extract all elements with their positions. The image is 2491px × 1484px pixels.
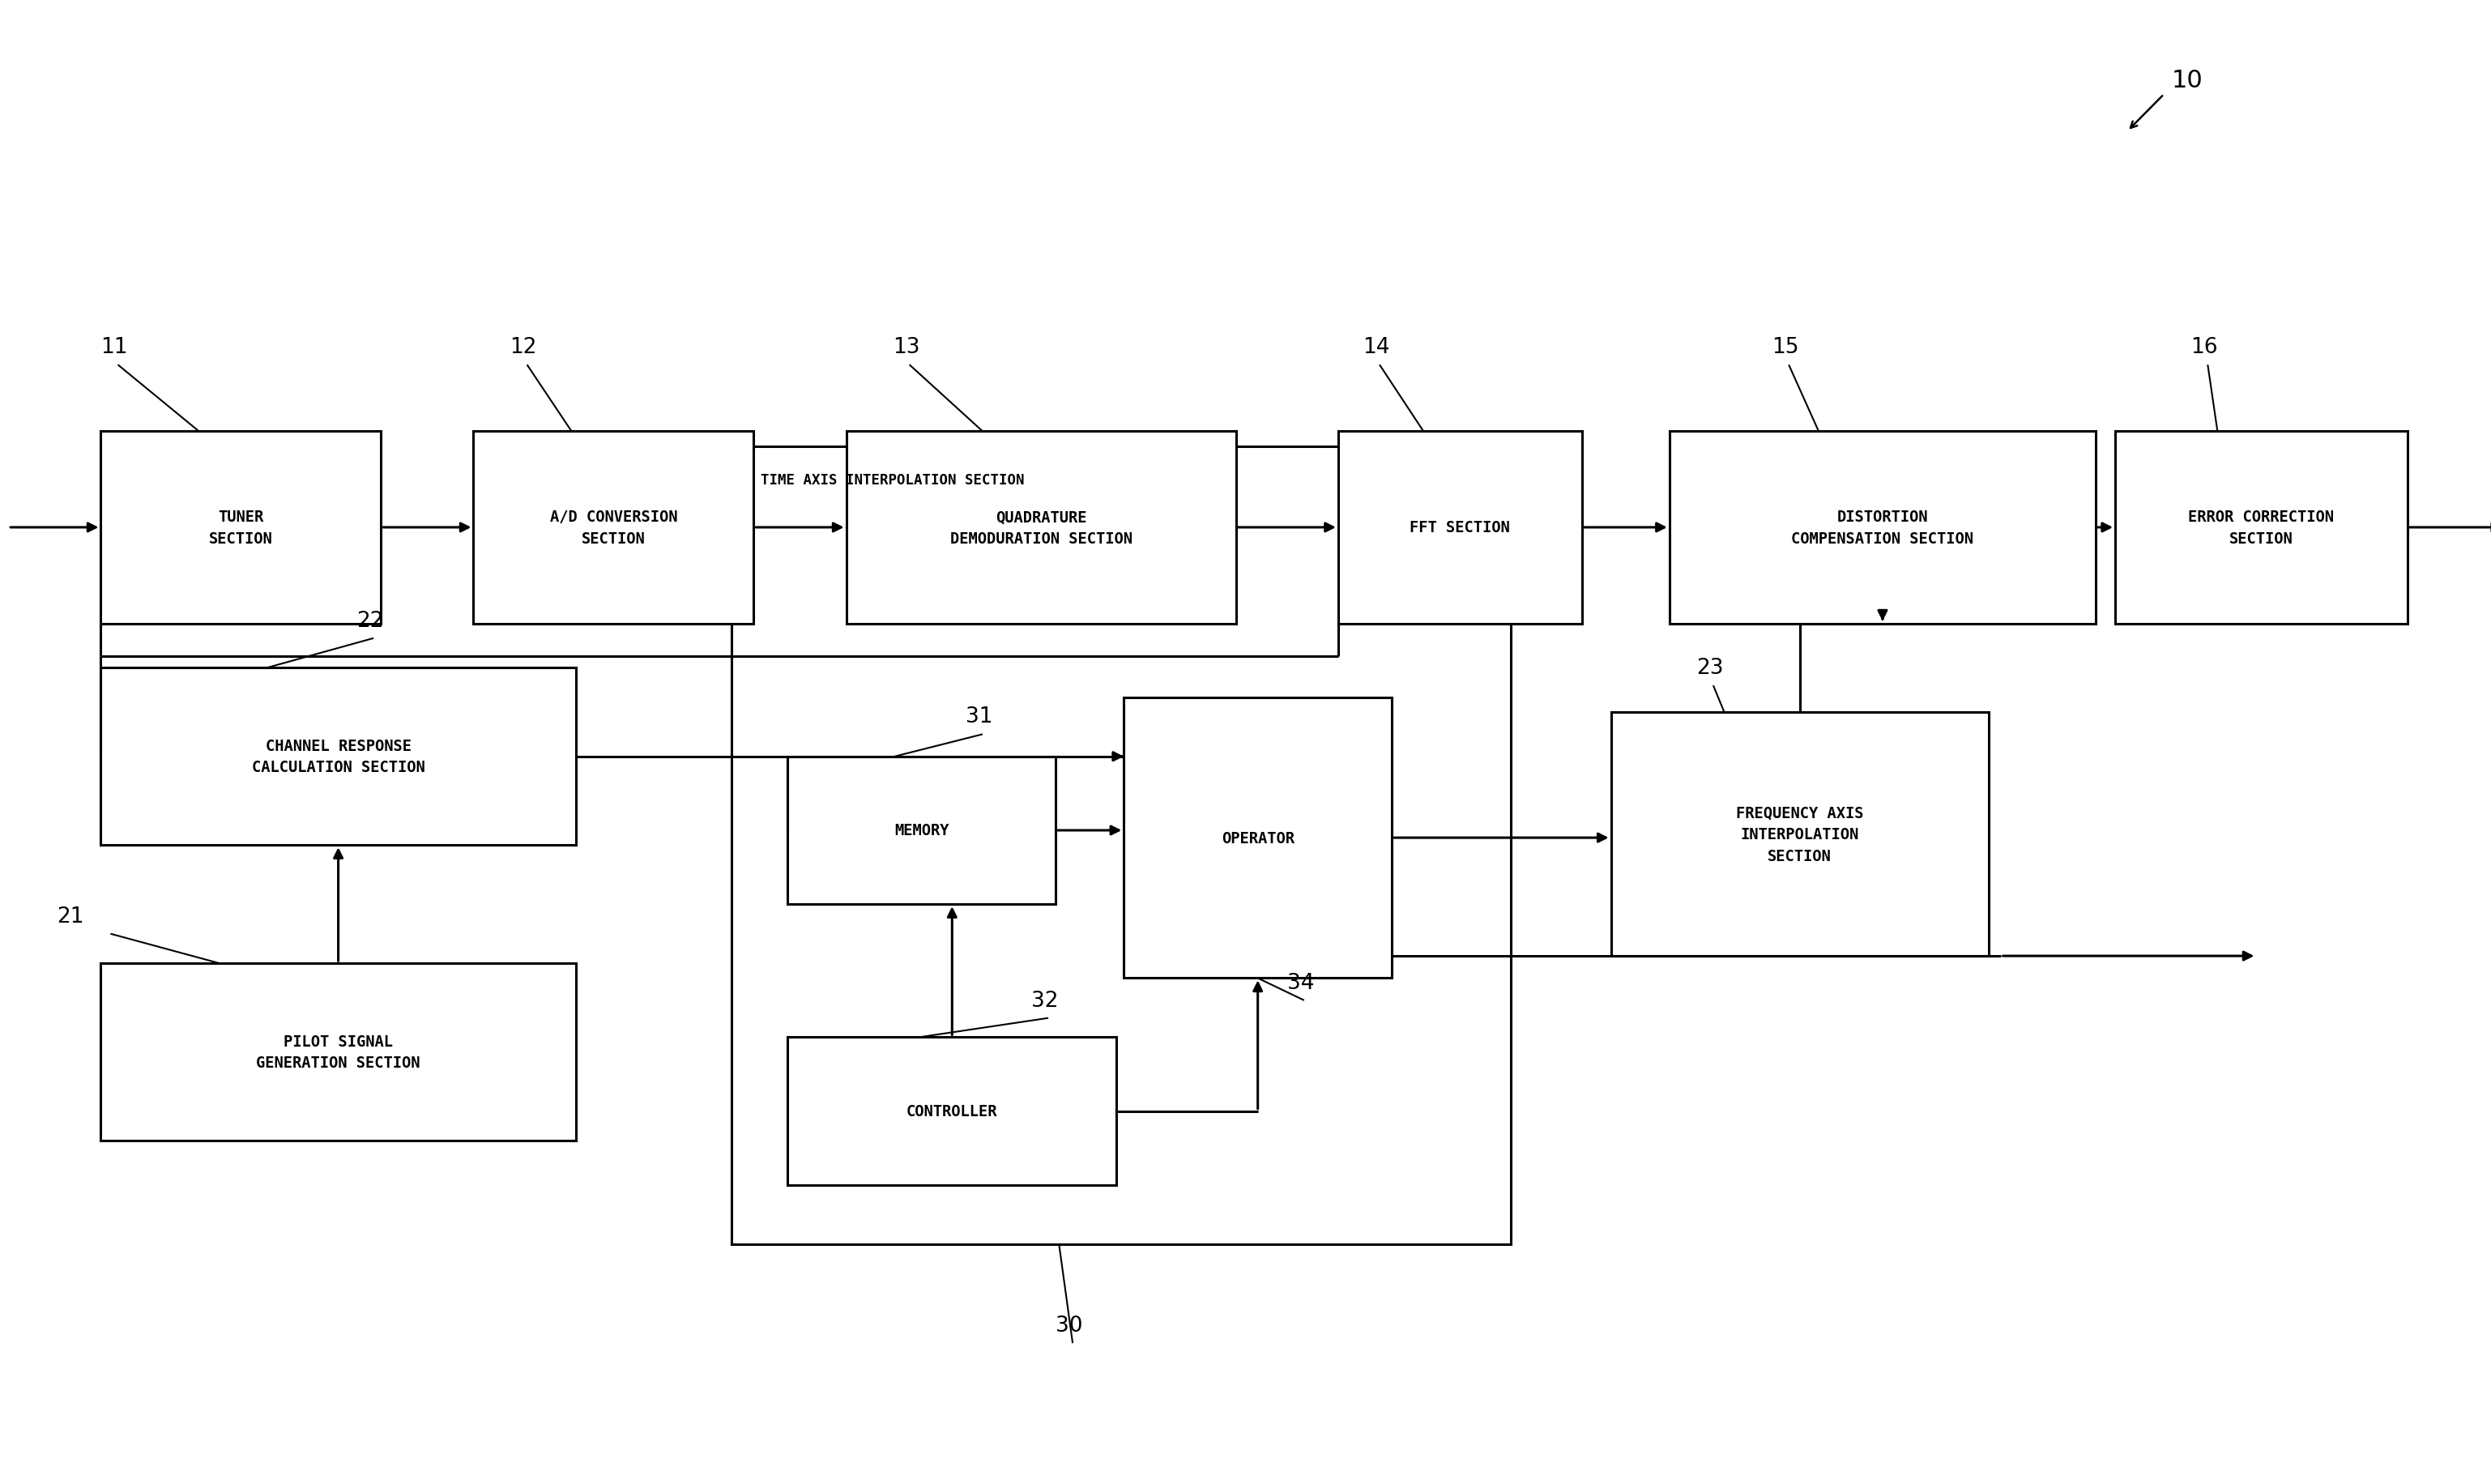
Bar — [1338, 432, 1582, 623]
Bar — [787, 1037, 1116, 1186]
Text: 21: 21 — [57, 905, 85, 926]
Text: TUNER
SECTION: TUNER SECTION — [209, 509, 272, 546]
Text: 13: 13 — [892, 337, 919, 358]
Bar — [787, 757, 1056, 904]
Text: MEMORY: MEMORY — [894, 824, 949, 838]
Text: 10: 10 — [2172, 68, 2202, 92]
Text: PILOT SIGNAL
GENERATION SECTION: PILOT SIGNAL GENERATION SECTION — [257, 1034, 421, 1070]
Text: 15: 15 — [1771, 337, 1799, 358]
Text: 12: 12 — [511, 337, 538, 358]
Text: 22: 22 — [356, 610, 384, 631]
Text: 34: 34 — [1288, 972, 1315, 993]
Bar — [100, 963, 575, 1141]
Bar — [100, 432, 381, 623]
Bar — [1612, 712, 1988, 956]
Text: 31: 31 — [967, 706, 991, 727]
Text: QUADRATURE
DEMODURATION SECTION: QUADRATURE DEMODURATION SECTION — [949, 509, 1131, 546]
Bar — [1669, 432, 2095, 623]
Text: 23: 23 — [1696, 657, 1724, 678]
Bar — [473, 432, 755, 623]
Text: 11: 11 — [100, 337, 127, 358]
Bar — [2115, 432, 2406, 623]
Bar — [847, 432, 1236, 623]
Text: CHANNEL RESPONSE
CALCULATION SECTION: CHANNEL RESPONSE CALCULATION SECTION — [252, 739, 426, 775]
Text: FREQUENCY AXIS
INTERPOLATION
SECTION: FREQUENCY AXIS INTERPOLATION SECTION — [1736, 806, 1863, 864]
Text: OPERATOR: OPERATOR — [1221, 831, 1295, 846]
Bar — [100, 668, 575, 846]
Text: 14: 14 — [1363, 337, 1390, 358]
Text: 32: 32 — [1031, 990, 1059, 1011]
Bar — [1123, 697, 1392, 978]
Text: TIME AXIS INTERPOLATION SECTION: TIME AXIS INTERPOLATION SECTION — [760, 473, 1024, 488]
Text: DISTORTION
COMPENSATION SECTION: DISTORTION COMPENSATION SECTION — [1791, 509, 1973, 546]
Text: 16: 16 — [2190, 337, 2217, 358]
Text: CONTROLLER: CONTROLLER — [907, 1104, 999, 1119]
Text: FFT SECTION: FFT SECTION — [1410, 519, 1510, 536]
Text: ERROR CORRECTION
SECTION: ERROR CORRECTION SECTION — [2190, 509, 2334, 546]
Text: A/D CONVERSION
SECTION: A/D CONVERSION SECTION — [551, 509, 678, 546]
Bar — [732, 447, 1512, 1244]
Text: 30: 30 — [1056, 1315, 1084, 1336]
